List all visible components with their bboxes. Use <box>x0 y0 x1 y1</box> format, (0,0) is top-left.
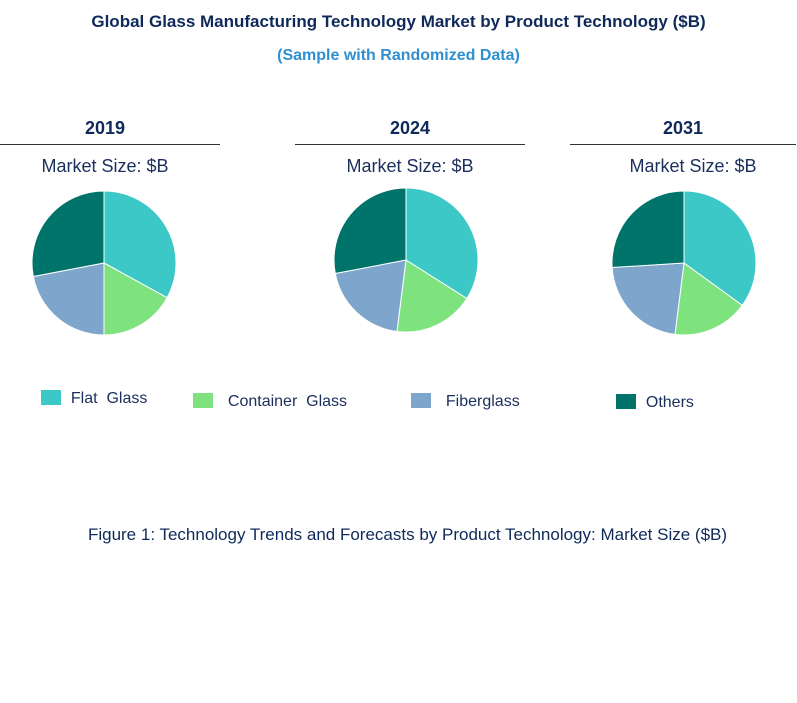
pie-slice-2031-flat-glass <box>683 190 757 307</box>
legend-swatch-others <box>615 394 636 409</box>
year-label-2019: 2019 <box>0 118 220 145</box>
pie-slice-2024-container-glass <box>396 259 468 333</box>
figure-caption: Figure 1: Technology Trends and Forecast… <box>87 525 728 544</box>
pie-chart-2019 <box>31 190 177 336</box>
legend-label-fiberglass: Fiberglass <box>445 393 520 410</box>
legend-swatch-flat-glass <box>40 390 61 405</box>
pie-slice-2031-fiberglass <box>611 262 685 335</box>
pie-slice-2019-flat-glass <box>103 190 177 299</box>
market-size-label-2019: Market Size: $B <box>41 156 169 176</box>
panel-2019: 2019 Market Size: $B <box>0 118 220 177</box>
pie-slice-2019-others <box>31 190 105 278</box>
legend-swatch-fiberglass <box>410 393 431 408</box>
pie-slice-2024-fiberglass <box>334 259 407 332</box>
chart-subtitle: (Sample with Randomized Data) <box>277 47 520 64</box>
panel-2031: 2031 Market Size: $B <box>570 118 796 177</box>
market-size-label-2031: Market Size: $B <box>629 156 757 176</box>
panel-2024: 2024 Market Size: $B <box>295 118 525 177</box>
pie-slice-2031-container-glass <box>674 262 743 336</box>
legend-label-container-glass: Container Glass <box>227 393 348 410</box>
pie-slice-2024-others <box>333 187 407 275</box>
legend-item-others: Others <box>607 376 694 412</box>
legend-label-flat-glass: Flat Glass <box>70 390 148 407</box>
legend-item-container-glass: Container Glass <box>184 375 347 411</box>
pie-chart-2031 <box>611 190 757 336</box>
market-size-label-2024: Market Size: $B <box>346 156 474 176</box>
chart-title: Global Glass Manufacturing Technology Ma… <box>91 12 706 31</box>
legend-item-flat-glass: Flat Glass <box>32 372 147 408</box>
pie-slice-2019-fiberglass <box>32 262 105 336</box>
legend-item-fiberglass: Fiberglass <box>402 375 520 411</box>
pie-slice-2019-container-glass <box>103 262 168 336</box>
pie-chart-2024 <box>333 187 479 333</box>
year-label-2024: 2024 <box>295 118 525 145</box>
pie-slice-2031-others <box>611 190 685 269</box>
legend-label-others: Others <box>645 394 694 411</box>
year-label-2031: 2031 <box>570 118 796 145</box>
legend-swatch-container-glass <box>192 393 213 408</box>
